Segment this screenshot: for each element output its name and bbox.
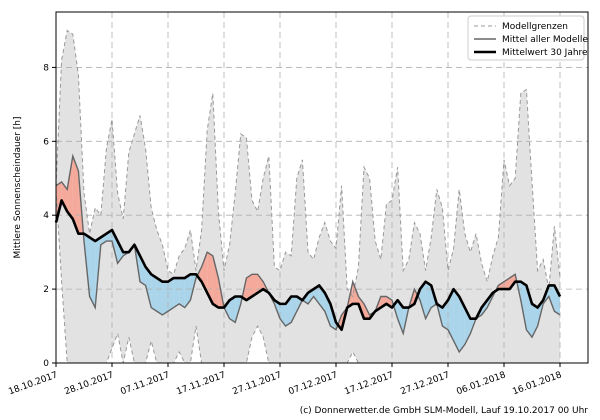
plot-area: [56, 12, 588, 363]
deviation-fill-below: [151, 274, 157, 311]
x-tick-label: 06.01.2018: [455, 370, 507, 397]
deviation-fill-below: [168, 278, 174, 311]
x-tick-label: 17.12.2017: [343, 370, 395, 397]
sunshine-chart: 0 2 4 6 8 18.10.2017 28.10.2017 07.11.2017 17.11…: [0, 0, 600, 420]
x-tick-label: 07.11.2017: [119, 370, 171, 397]
x-tick-label: 27.11.2017: [231, 370, 283, 397]
deviation-fill-below: [179, 278, 185, 308]
y-tick-label: 4: [43, 211, 49, 221]
deviation-fill-below: [162, 282, 168, 315]
x-tick-label: 07.12.2017: [287, 370, 339, 397]
y-tick-label: 8: [43, 63, 49, 73]
y-axis-label: Mittlere Sonnenscheindauer [h]: [13, 117, 23, 259]
y-tick-label: 2: [43, 285, 49, 295]
x-tick-label: 28.10.2017: [63, 370, 115, 397]
deviation-fill-below: [157, 278, 163, 315]
x-tick-label: 17.11.2017: [175, 370, 227, 397]
y-tick-label: 0: [43, 359, 49, 369]
copyright-footer: (c) Donnerwetter.de GmbH SLM-Modell, Lau…: [300, 406, 588, 416]
x-tick-label: 27.12.2017: [399, 370, 451, 397]
x-tick-label: 16.01.2018: [511, 370, 563, 397]
legend: Modellgrenzen Mittel aller Modelle Mittelw…: [468, 16, 588, 60]
x-tick-label: 18.10.2017: [7, 370, 59, 397]
legend-item-model-bounds-label: Modellgrenzen: [502, 22, 568, 32]
legend-item-climate-mean-label: Mittelwert 30 Jahre: [502, 48, 588, 58]
y-tick-label: 6: [43, 137, 49, 147]
deviation-fill-below: [174, 278, 180, 308]
legend-item-model-mean-label: Mittel aller Modelle: [502, 35, 588, 45]
